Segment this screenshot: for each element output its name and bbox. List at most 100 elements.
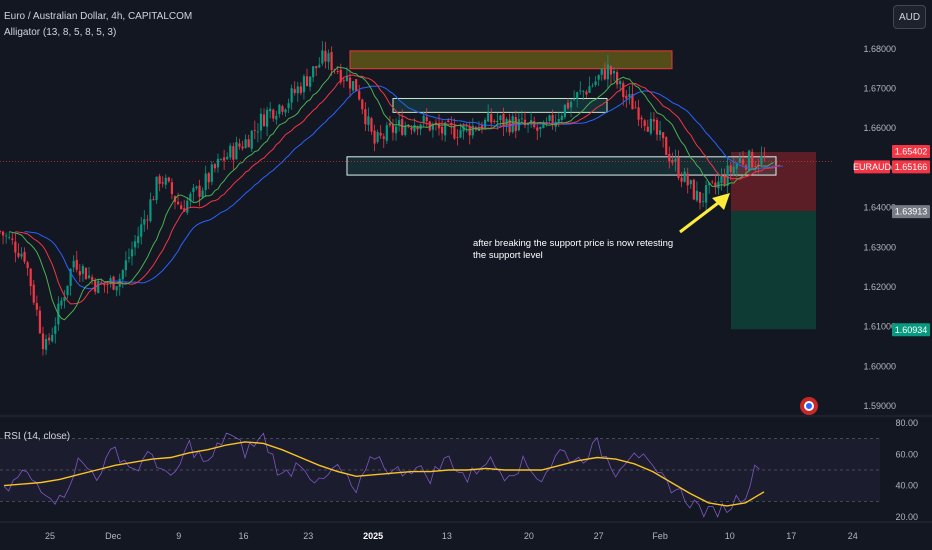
candle-body (63, 296, 66, 302)
candle-body (216, 158, 220, 168)
candle-body (324, 50, 327, 62)
price-label-text: 1.63913 (895, 207, 928, 217)
candle-body (551, 114, 554, 126)
candle-body (582, 91, 585, 92)
candle-body (701, 201, 705, 202)
candle-body (594, 81, 597, 85)
candle-body (646, 126, 649, 132)
candle-body (293, 89, 296, 94)
candle-body (299, 86, 302, 93)
candle-body (118, 278, 121, 287)
annotation-arrow (679, 198, 723, 234)
candle-body (735, 163, 738, 169)
candle-body (269, 108, 272, 112)
candle-body (428, 121, 431, 131)
rsi-tick-label: 80.00 (895, 418, 918, 428)
candle-body (459, 130, 462, 138)
candle-body (8, 237, 11, 238)
candle-body (84, 267, 88, 280)
candle-body (490, 114, 493, 123)
candle-body (348, 77, 352, 89)
rsi-ma-line (3, 441, 765, 507)
candle-body (726, 165, 729, 186)
candle-body (738, 158, 741, 163)
candle-body (698, 191, 702, 203)
candle-body (115, 286, 118, 291)
candle-body (143, 219, 146, 225)
candle-body (662, 132, 665, 139)
price-label-badge (892, 160, 930, 174)
candle-body (526, 123, 530, 126)
support-zone (346, 156, 777, 176)
candle-body (250, 130, 253, 149)
candle-body (705, 185, 708, 203)
candle-body (683, 171, 686, 182)
candle-body (677, 157, 680, 178)
annotation-note[interactable]: after breaking the support price is now … (471, 237, 679, 263)
candle-body (180, 205, 183, 210)
candle-body (499, 115, 502, 121)
candle-body (146, 219, 149, 221)
candle-body (312, 66, 315, 78)
candle-body (631, 93, 634, 110)
alert-icon[interactable] (800, 397, 818, 415)
candle-body (496, 120, 499, 123)
currency-button[interactable]: AUD (893, 5, 926, 29)
candle-body (471, 125, 474, 136)
candle-body (155, 176, 158, 201)
candle-body (186, 200, 189, 213)
candle-body (244, 139, 247, 148)
candle-body (195, 186, 198, 189)
candle-body (100, 282, 103, 284)
candle-body (391, 124, 395, 133)
candle-body (17, 252, 20, 257)
candle-body (121, 270, 124, 280)
price-tick-label: 1.64000 (863, 203, 896, 213)
candle-body (170, 182, 174, 195)
candle-body (674, 158, 677, 162)
time-tick-label: Dec (105, 531, 122, 541)
time-tick-label: 23 (303, 531, 313, 541)
candle-body (109, 278, 112, 284)
price-label-badge (892, 144, 930, 158)
candle-body (680, 177, 683, 182)
candle-body (48, 337, 51, 341)
candle-body (723, 176, 726, 185)
candle-body (591, 85, 594, 87)
candle-body (149, 199, 152, 222)
candle-body (290, 88, 293, 103)
price-label-badge (892, 205, 930, 219)
candle-body (256, 131, 259, 133)
price-tick-label: 1.59000 (863, 401, 896, 411)
price-tick-label: 1.60000 (863, 361, 896, 371)
candle-body (520, 118, 524, 120)
candle-body (655, 120, 659, 135)
candle-body (637, 107, 640, 120)
candle-body (612, 71, 616, 74)
candle-body (465, 125, 468, 127)
time-tick-label: 24 (848, 531, 858, 541)
candle-body (502, 113, 505, 127)
candle-body (628, 94, 631, 97)
candle-body (370, 118, 373, 132)
candle-body (573, 99, 576, 101)
candle-body (103, 283, 106, 286)
candle-body (81, 266, 84, 274)
candle-body (0, 231, 2, 232)
indicator-legend[interactable]: Alligator (13, 8, 5, 8, 5, 3) (4, 27, 117, 38)
candle-body (514, 117, 517, 132)
candle-body (585, 91, 588, 95)
candle-body (708, 182, 711, 186)
candle-body (364, 109, 367, 125)
candle-body (376, 132, 379, 143)
price-label-badge (892, 323, 930, 337)
candle-body (566, 102, 570, 109)
candle-body (597, 75, 600, 80)
rsi-legend[interactable]: RSI (14, close) (4, 431, 71, 442)
candle-body (505, 118, 508, 125)
candle-body (741, 159, 745, 165)
candle-body (238, 143, 241, 147)
candle-body (232, 146, 235, 160)
candle-body (140, 224, 143, 237)
